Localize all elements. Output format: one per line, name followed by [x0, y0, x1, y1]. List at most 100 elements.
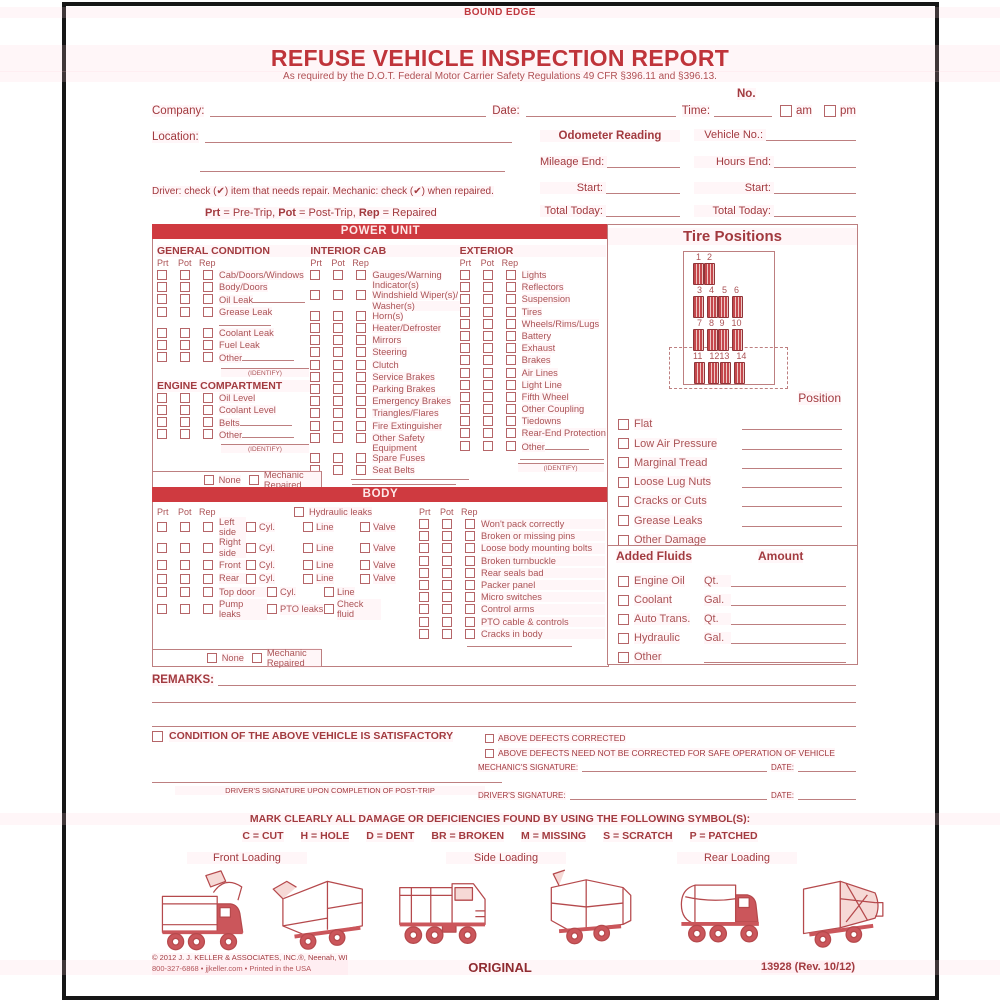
cell-checkbox[interactable] [303, 559, 313, 570]
prt-checkbox[interactable] [310, 323, 321, 334]
cell-checkbox[interactable] [303, 542, 313, 553]
pot-checkbox[interactable] [333, 432, 344, 443]
identify-line[interactable]: (IDENTIFY) [221, 367, 309, 377]
location-input-line[interactable] [204, 129, 512, 143]
prt-checkbox[interactable] [157, 392, 167, 403]
pot-checkbox[interactable] [442, 579, 452, 590]
write-in-line[interactable] [242, 352, 295, 362]
tire-icon[interactable] [732, 296, 743, 318]
pot-checkbox[interactable] [482, 330, 493, 341]
cell-checkbox[interactable] [360, 542, 370, 553]
prt-checkbox[interactable] [157, 416, 167, 427]
mechanic-date-line[interactable] [798, 762, 856, 772]
rep-checkbox[interactable] [203, 340, 213, 351]
tire-icon[interactable] [707, 362, 719, 384]
pot-checkbox[interactable] [442, 592, 452, 603]
pot-checkbox[interactable] [333, 384, 344, 394]
prt-checkbox[interactable] [310, 347, 321, 358]
rep-checkbox[interactable] [356, 290, 367, 301]
write-in-line[interactable] [351, 478, 469, 480]
pot-checkbox[interactable] [333, 270, 344, 280]
rep-checkbox[interactable] [203, 294, 213, 305]
prt-checkbox[interactable] [310, 270, 321, 280]
position-write-in-line[interactable] [742, 475, 842, 489]
rep-checkbox[interactable] [505, 428, 516, 439]
tire-icon[interactable] [734, 362, 746, 384]
pot-checkbox[interactable] [180, 340, 190, 351]
prt-checkbox[interactable] [459, 440, 470, 451]
defects-corrected-checkbox[interactable] [485, 733, 494, 743]
rep-checkbox[interactable] [203, 522, 213, 533]
condition-checkbox[interactable] [618, 418, 629, 430]
remarks-line-2[interactable] [152, 701, 856, 703]
vehicle-no-input-line[interactable] [766, 128, 856, 141]
rep-checkbox[interactable] [356, 270, 367, 280]
prt-checkbox[interactable] [157, 404, 167, 415]
pot-checkbox[interactable] [333, 408, 344, 419]
rep-checkbox[interactable] [465, 567, 475, 578]
rep-checkbox[interactable] [356, 396, 367, 407]
prt-checkbox[interactable] [419, 531, 429, 542]
pot-checkbox[interactable] [482, 355, 493, 366]
pot-checkbox[interactable] [180, 429, 190, 440]
rep-checkbox[interactable] [203, 587, 213, 598]
rep-checkbox[interactable] [465, 616, 475, 627]
pot-checkbox[interactable] [333, 420, 344, 431]
pot-checkbox[interactable] [442, 543, 452, 554]
location-input-line-2[interactable] [200, 170, 505, 172]
pot-checkbox[interactable] [482, 440, 493, 451]
tire-icon[interactable] [718, 329, 729, 351]
prt-checkbox[interactable] [310, 310, 321, 321]
position-write-in-line[interactable] [742, 417, 842, 431]
defects-none-checkbox[interactable] [203, 475, 214, 485]
prt-checkbox[interactable] [310, 420, 321, 431]
tire-icon[interactable] [720, 362, 732, 384]
rep-checkbox[interactable] [203, 429, 213, 440]
rep-checkbox[interactable] [356, 359, 367, 370]
prt-checkbox[interactable] [157, 522, 167, 533]
defects-not-needed-checkbox[interactable] [485, 748, 494, 758]
prt-checkbox[interactable] [459, 306, 470, 317]
prt-checkbox[interactable] [157, 340, 167, 351]
prt-checkbox[interactable] [419, 543, 429, 554]
amount-write-in-line[interactable] [731, 574, 846, 587]
cell-checkbox[interactable] [303, 573, 313, 584]
rep-checkbox[interactable] [356, 408, 367, 419]
amount-write-in-line[interactable] [731, 631, 846, 644]
time-input-line[interactable] [714, 103, 773, 117]
rep-checkbox[interactable] [356, 347, 367, 358]
position-write-in-line[interactable] [742, 437, 842, 450]
pot-checkbox[interactable] [442, 555, 452, 566]
pot-checkbox[interactable] [180, 392, 190, 403]
remarks-line-1[interactable] [217, 672, 856, 686]
cell-checkbox[interactable] [360, 573, 370, 584]
prt-checkbox[interactable] [310, 396, 321, 407]
prt-checkbox[interactable] [310, 359, 321, 370]
pot-checkbox[interactable] [333, 465, 344, 476]
pot-checkbox[interactable] [482, 343, 493, 354]
rep-checkbox[interactable] [465, 555, 475, 566]
prt-checkbox[interactable] [157, 294, 167, 305]
pot-checkbox[interactable] [482, 294, 493, 305]
pot-checkbox[interactable] [333, 371, 344, 382]
prt-checkbox[interactable] [459, 416, 470, 427]
condition-checkbox[interactable] [618, 495, 629, 507]
rep-checkbox[interactable] [505, 367, 516, 378]
pot-checkbox[interactable] [333, 335, 344, 346]
hours-end-input-line[interactable] [774, 155, 856, 168]
pot-checkbox[interactable] [442, 519, 452, 529]
position-write-in-line[interactable] [742, 514, 842, 527]
rep-checkbox[interactable] [203, 282, 213, 293]
prt-checkbox[interactable] [310, 408, 321, 419]
prt-checkbox[interactable] [310, 290, 321, 301]
prt-checkbox[interactable] [419, 604, 429, 615]
prt-checkbox[interactable] [310, 384, 321, 394]
cell-checkbox[interactable] [267, 587, 277, 598]
cell-checkbox[interactable] [267, 604, 277, 615]
prt-checkbox[interactable] [459, 355, 470, 366]
tire-icon[interactable] [732, 329, 743, 351]
rep-checkbox[interactable] [203, 270, 213, 280]
rep-checkbox[interactable] [505, 379, 516, 390]
identify-line[interactable]: (IDENTIFY) [221, 444, 309, 454]
rep-checkbox[interactable] [465, 592, 475, 603]
